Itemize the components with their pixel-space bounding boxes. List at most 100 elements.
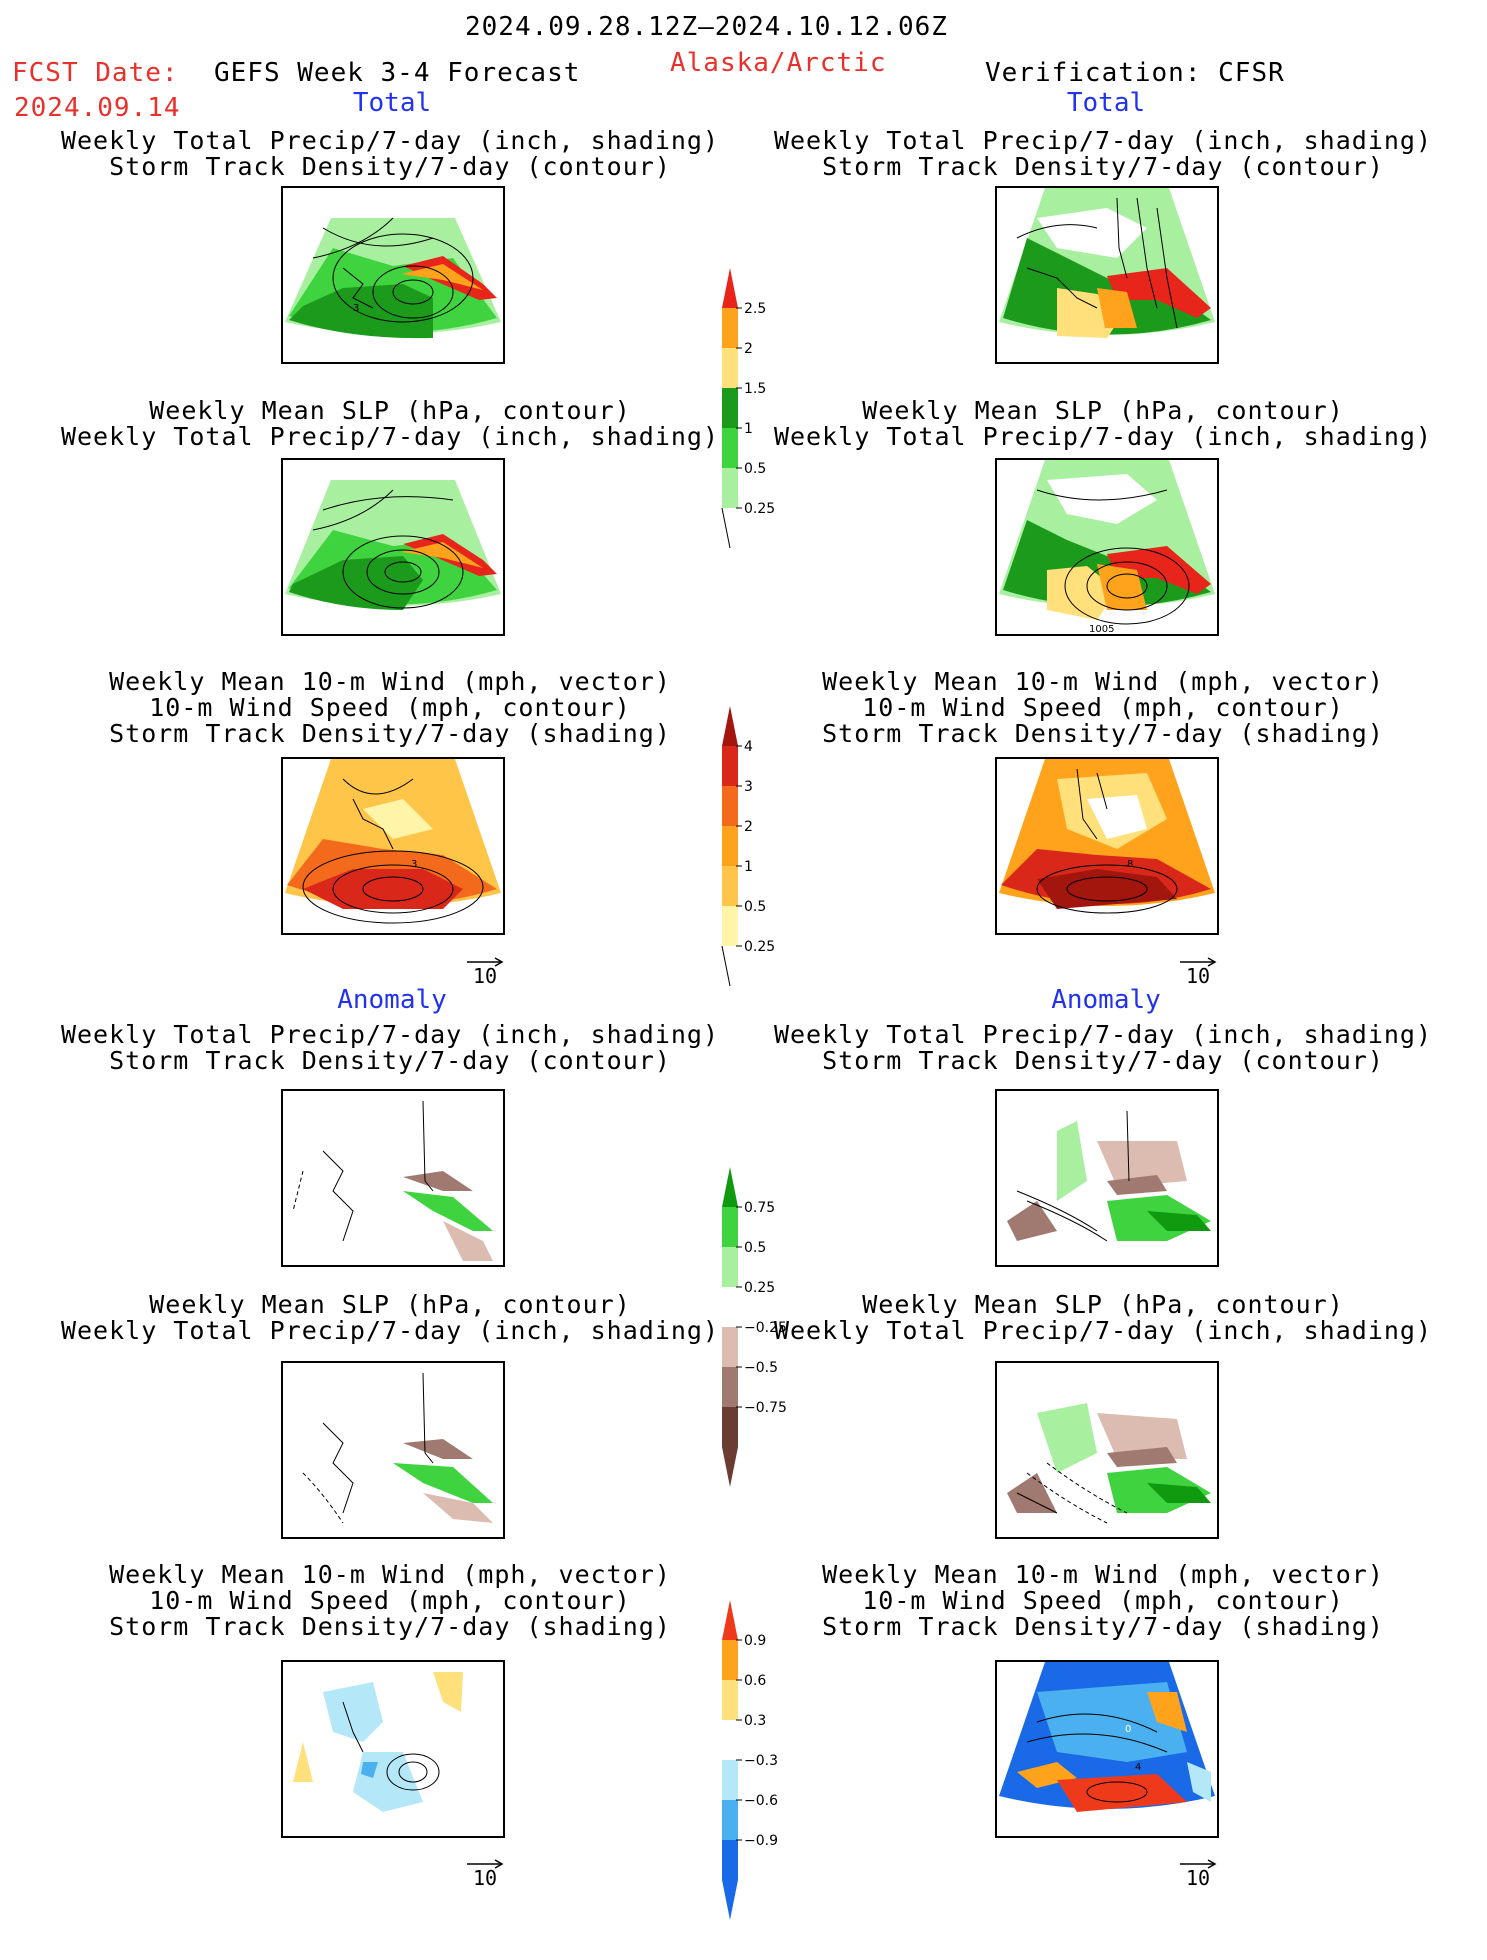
map-anom-precip-left-svg xyxy=(292,1100,493,1261)
map-anom-slp-right-svg xyxy=(999,1363,1215,1524)
contour-line xyxy=(352,798,394,850)
colorbar-tick-label: 1 xyxy=(744,421,753,437)
map-total-wind-left: 3 xyxy=(281,757,505,935)
section-anomaly-left: Anomaly xyxy=(337,985,447,1015)
panel-title-total-precip-right: Weekly Total Precip/7-day (inch, shading… xyxy=(733,128,1473,180)
contour-line xyxy=(1076,768,1098,840)
storm-shading-neg xyxy=(361,1762,378,1778)
vector-arrow-icon xyxy=(1180,957,1217,967)
precip-shading-yellow xyxy=(1047,566,1117,620)
map-total-wind-right: 8 xyxy=(995,757,1219,935)
colorbar-tick-label: 0.3 xyxy=(744,1713,766,1729)
colorbar-segment xyxy=(722,906,738,946)
title-line: Storm Track Density/7-day (contour) xyxy=(109,152,671,181)
verification-title: Verification: CFSR xyxy=(985,58,1285,88)
contour-line-dashed xyxy=(302,1472,344,1524)
map-anom-wind-left-svg xyxy=(293,1672,463,1812)
precip-shading-orange xyxy=(401,542,483,568)
contour-line xyxy=(1086,1781,1148,1803)
colorbar-segment xyxy=(722,428,738,468)
colorbar-segment xyxy=(722,1800,738,1840)
colorbar-storm-total: 4 3 2 1 0.5 0.25 xyxy=(718,706,858,1026)
title-line: Weekly Mean SLP (hPa, contour) xyxy=(149,396,631,425)
title-line: Weekly Total Precip/7-day (inch, shading… xyxy=(60,126,720,155)
colorbar-segment xyxy=(722,348,738,388)
contour-line xyxy=(1116,197,1128,279)
precip-shading-orange xyxy=(1097,564,1147,610)
title-line: Storm Track Density/7-day (contour) xyxy=(822,1046,1384,1075)
map-total-precip-right-svg xyxy=(999,188,1215,338)
map-total-slp-left-svg xyxy=(285,480,501,610)
colorbar-segment xyxy=(722,866,738,906)
contour-line xyxy=(398,1761,428,1783)
precip-shading-pos xyxy=(393,1463,493,1503)
title-line: Weekly Total Precip/7-day (inch, shading… xyxy=(60,1316,720,1345)
colorbar-svg: 0.75 0.5 0.25 −0.25 −0.5 −0.75 xyxy=(722,1167,787,1487)
vector-reference-label: 10 xyxy=(1185,964,1211,988)
map-total-wind-left-svg: 3 xyxy=(285,759,501,924)
colorbar-tick-label: −0.5 xyxy=(744,1360,778,1376)
title-line: Weekly Mean 10-m Wind (mph, vector) xyxy=(109,667,671,696)
colorbar-tick-label: 3 xyxy=(744,779,753,795)
vector-reference-label: 10 xyxy=(1185,1866,1211,1890)
contour-line xyxy=(386,1753,440,1791)
colorbar-top-triangle xyxy=(722,1600,738,1640)
precip-shading-high xyxy=(289,556,423,610)
contour-label: 1005 xyxy=(1089,624,1114,634)
colorbar-segment xyxy=(722,1407,738,1447)
colorbar-tick-label: −0.75 xyxy=(744,1400,787,1416)
colorbar-segment xyxy=(722,746,738,786)
colorbar-segment xyxy=(722,308,738,348)
contour-line xyxy=(342,535,464,609)
contour-line xyxy=(1036,864,1178,914)
colorbar-segment xyxy=(722,1207,738,1247)
map-anom-precip-right xyxy=(995,1089,1219,1267)
section-total-right: Total xyxy=(1066,88,1146,118)
colorbar-tick-label: 0.9 xyxy=(744,1633,766,1649)
vector-arrow-icon xyxy=(467,957,504,967)
colorbar-tick-label: 0.5 xyxy=(744,899,766,915)
contour-line xyxy=(342,778,414,795)
storm-shading-pos xyxy=(433,1672,463,1712)
storm-shading-high xyxy=(303,869,463,909)
colorbar-bottom-triangle xyxy=(722,1880,738,1920)
panel-title-total-wind-left: Weekly Mean 10-m Wind (mph, vector) 10-m… xyxy=(20,669,760,747)
precip-shading-neg xyxy=(1107,1175,1167,1195)
title-line: Storm Track Density/7-day (shading) xyxy=(109,1612,671,1641)
title-line: 10-m Wind Speed (mph, contour) xyxy=(862,693,1344,722)
coastline xyxy=(322,1422,354,1514)
colorbar-tick-label: 4 xyxy=(744,739,753,755)
contour-line-dashed xyxy=(1026,1472,1108,1524)
panel-title-anom-slp-left: Weekly Mean SLP (hPa, contour) Weekly To… xyxy=(20,1292,760,1344)
contour-line xyxy=(1156,207,1178,329)
colorbar-tick-label: −0.9 xyxy=(744,1833,778,1849)
contour-line xyxy=(1064,547,1190,625)
contour-line-dashed xyxy=(292,1170,304,1212)
colorbar-segment xyxy=(722,1760,738,1800)
storm-shading-pos xyxy=(293,1742,313,1782)
contour-line-dashed xyxy=(1046,1462,1128,1514)
contour-line xyxy=(302,850,484,924)
map-total-slp-right: 1005 xyxy=(995,458,1219,636)
contour-line xyxy=(1106,573,1148,599)
map-total-precip-right xyxy=(995,186,1219,364)
map-total-wind-right-svg: 8 xyxy=(999,759,1215,914)
region-title: Alaska/Arctic xyxy=(670,48,887,78)
panel-title-total-slp-left: Weekly Mean SLP (hPa, contour) Weekly To… xyxy=(20,398,760,450)
precip-shading-pos xyxy=(403,1191,493,1231)
storm-shading-max xyxy=(1037,869,1177,909)
colorbar-segment xyxy=(722,1247,738,1287)
precip-shading-neg-light xyxy=(443,1221,493,1261)
contour-line xyxy=(1126,1110,1130,1182)
colorbar-tick-label: 0.5 xyxy=(744,461,766,477)
title-line: Weekly Total Precip/7-day (inch, shading… xyxy=(773,422,1433,451)
contour-label: 0 xyxy=(1125,1724,1131,1735)
contour-label: 8 xyxy=(1127,859,1133,870)
colorbar-segment xyxy=(722,1640,738,1680)
precip-shading-max xyxy=(1107,546,1211,594)
title-line: 10-m Wind Speed (mph, contour) xyxy=(149,693,631,722)
colorbar-storm-anom: 0.9 0.6 0.3 −0.3 −0.6 −0.9 xyxy=(718,1600,858,1960)
precip-shading-high xyxy=(289,284,433,339)
colorbar-precip-total: 2.5 2 1.5 1 0.5 0.25 xyxy=(718,268,858,588)
precip-shading-neg xyxy=(1107,1447,1177,1467)
